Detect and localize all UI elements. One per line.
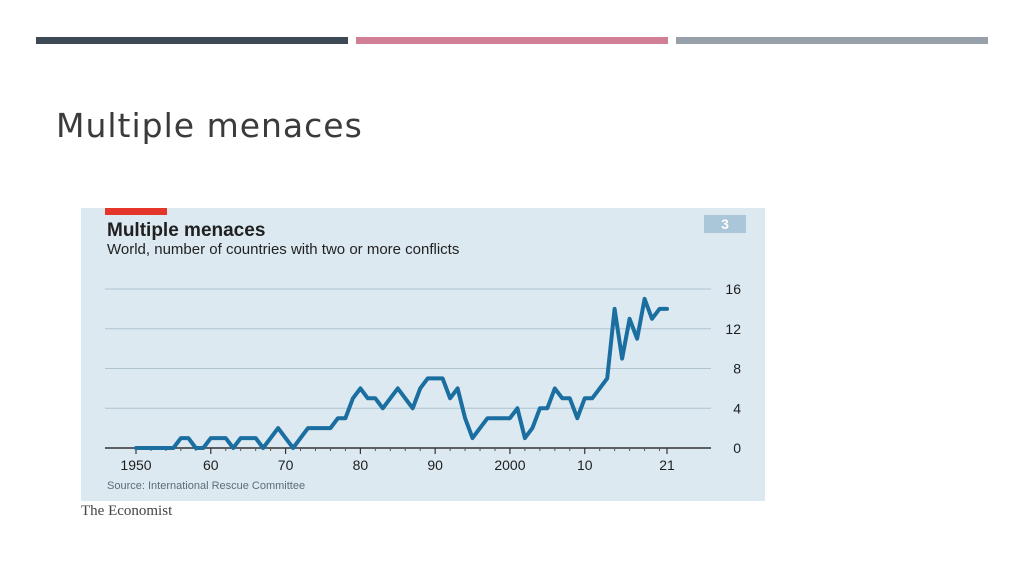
x-tick-label-2021: 21 (659, 457, 675, 473)
y-tick-label-16: 16 (725, 281, 741, 297)
slide-title: Multiple menaces (56, 106, 363, 145)
chart-subtitle: World, number of countries with two or m… (107, 241, 460, 258)
top-accent-bar-pink (356, 37, 668, 44)
x-tick-label-1950: 1950 (120, 457, 151, 473)
line-chart: 0 4 8 12 16 1950 60 70 80 90 2000 10 21 (105, 281, 741, 473)
y-tick-label-8: 8 (733, 361, 741, 377)
economist-red-tag (105, 208, 167, 215)
chart-number-badge: 3 (704, 215, 746, 233)
y-tick-label-4: 4 (733, 400, 741, 416)
economist-logo: The Economist (81, 503, 173, 519)
top-accent-bar-dark (36, 37, 348, 44)
chart-title: Multiple menaces (107, 220, 266, 241)
x-tick-label-1960: 60 (203, 457, 219, 473)
top-accent-bar-gray (676, 37, 988, 44)
chart-source: Source: International Rescue Committee (107, 480, 306, 492)
x-tick-label-1990: 90 (427, 457, 443, 473)
chart-figure: Multiple menaces World, number of countr… (81, 208, 765, 501)
x-tick-label-1980: 80 (353, 457, 369, 473)
series-line (134, 296, 669, 450)
y-tick-label-12: 12 (725, 321, 741, 337)
x-tick-label-2000: 2000 (494, 457, 525, 473)
y-tick-label-0: 0 (733, 440, 741, 456)
x-tick-label-2010: 10 (577, 457, 593, 473)
x-tick-label-1970: 70 (278, 457, 294, 473)
